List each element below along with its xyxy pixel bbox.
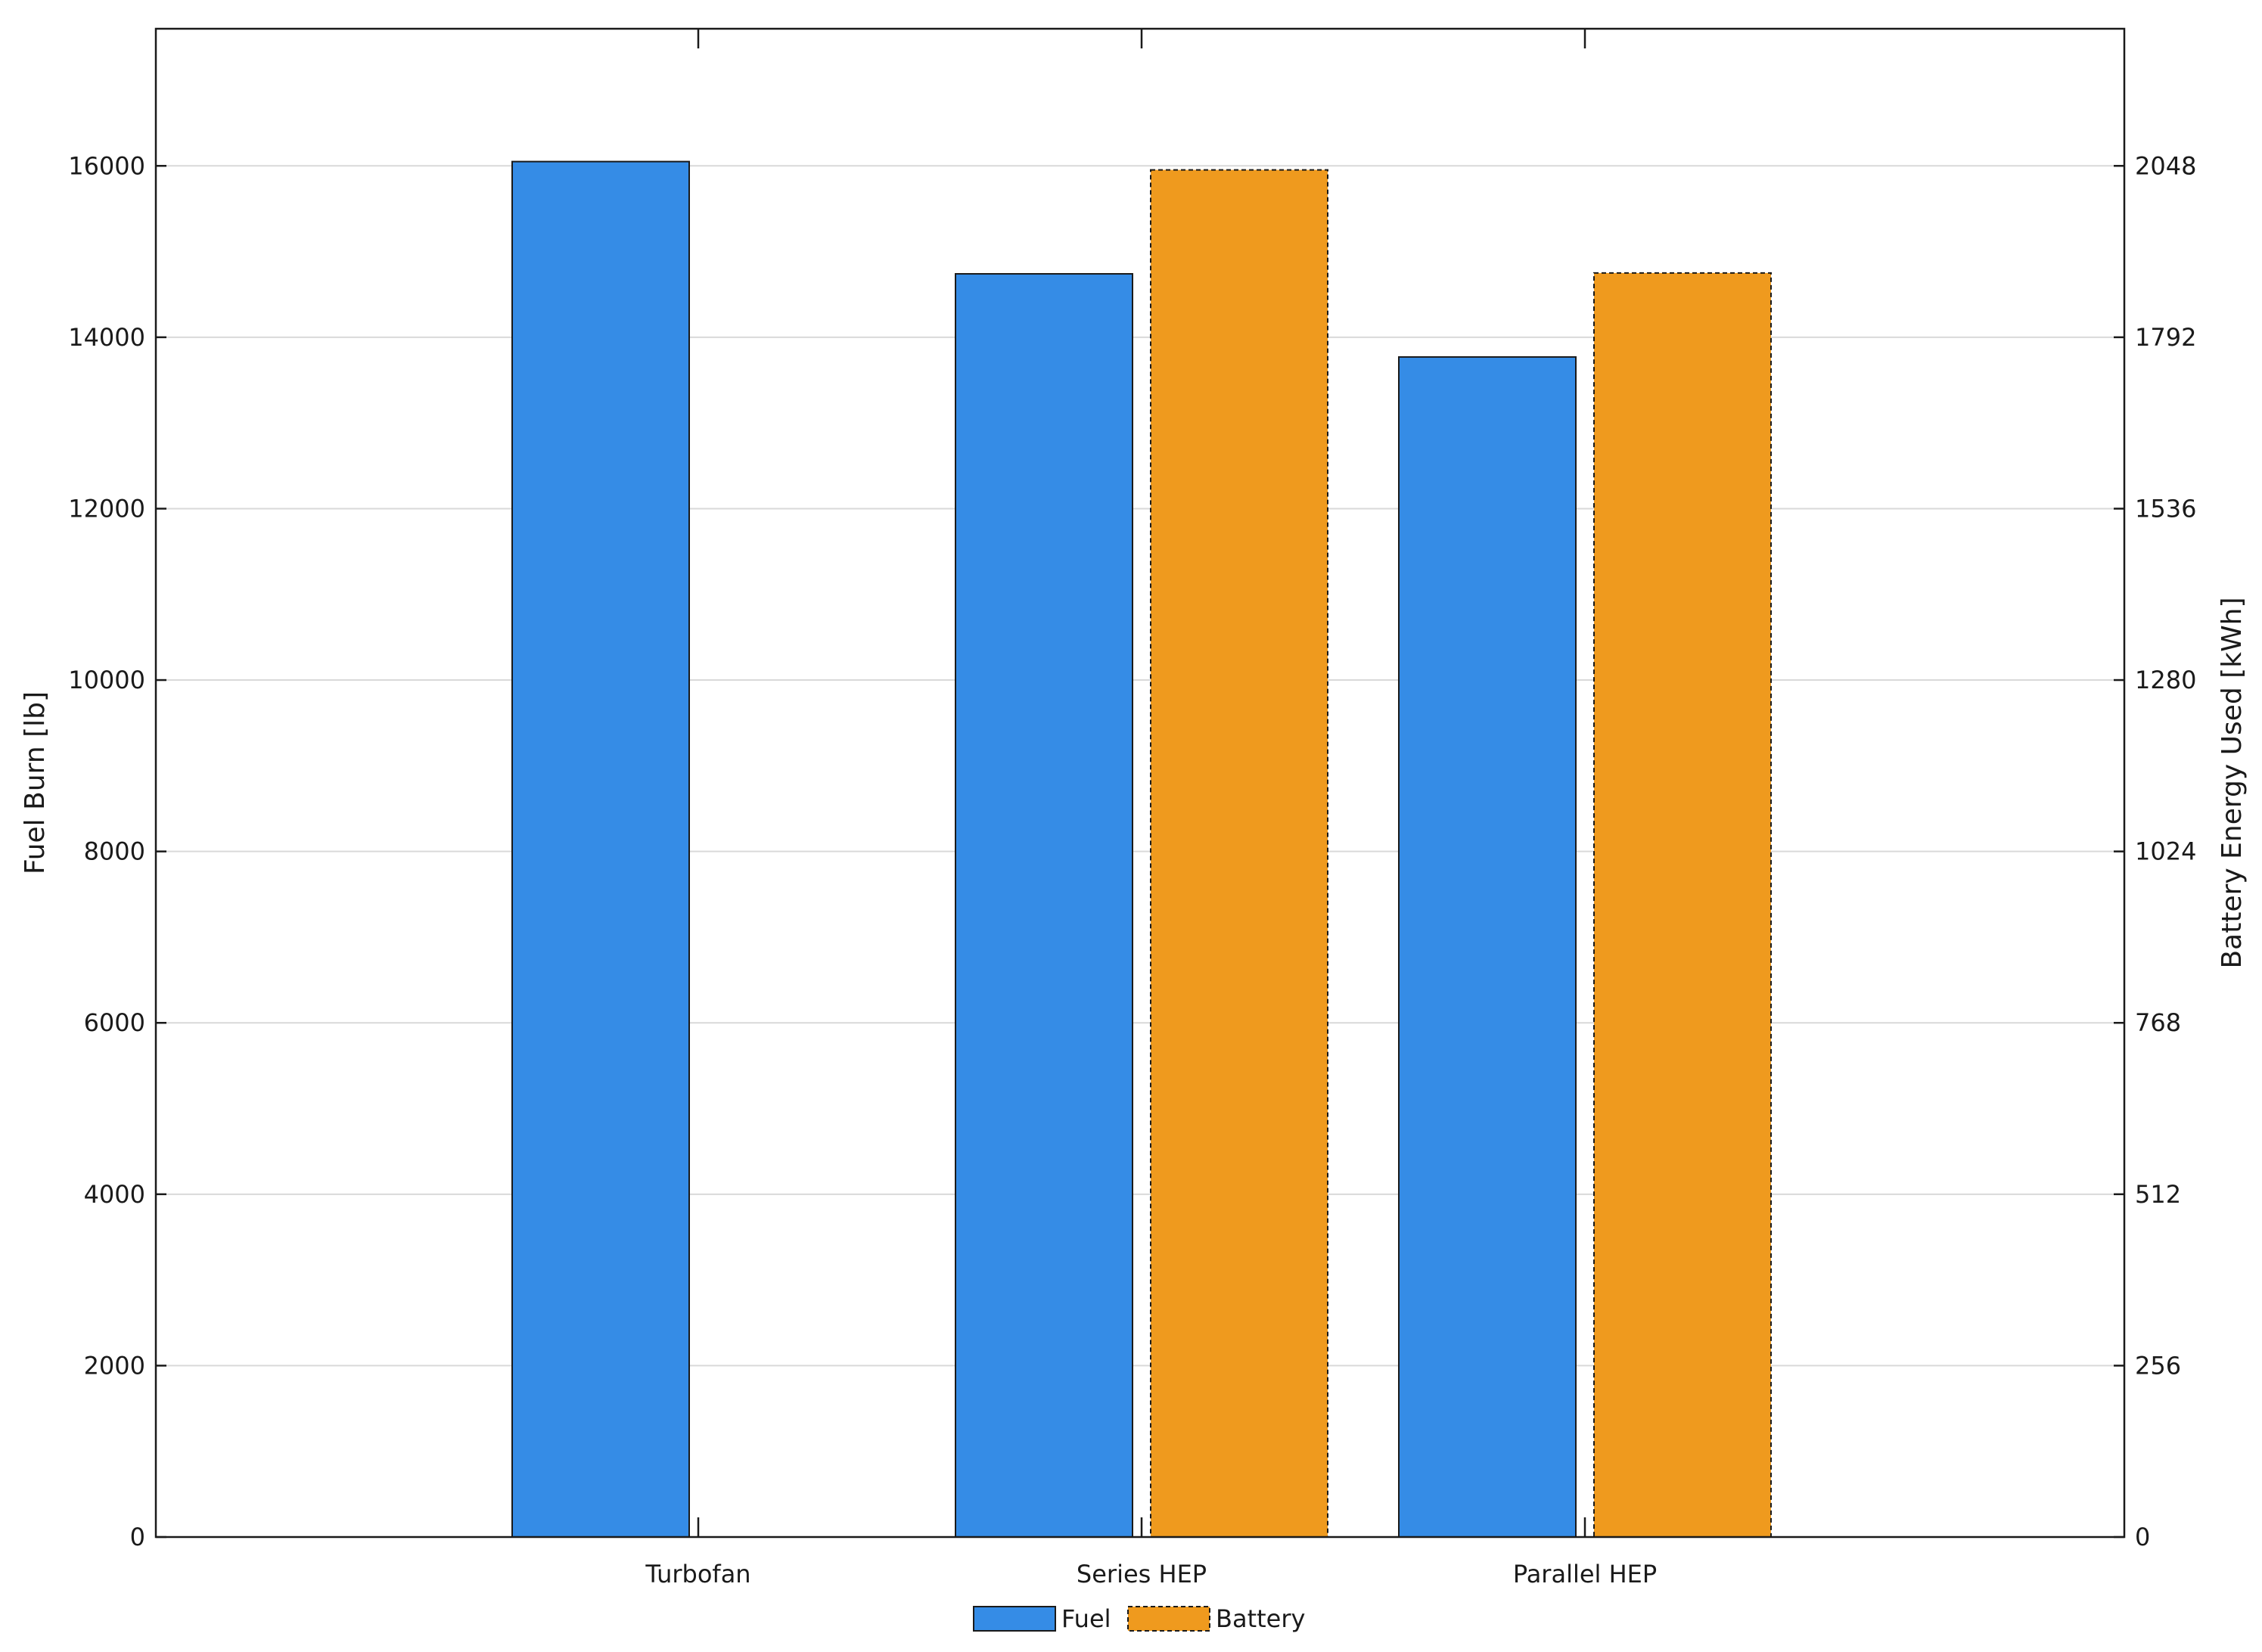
left-axis-title: Fuel Burn [lb] [20, 691, 51, 874]
left-axis-tick-labels: 0 2000 4000 6000 8000 10000 12000 14000 16000 [68, 151, 145, 1551]
right-axis-tick-label: 1536 [2135, 494, 2196, 523]
gridlines [156, 165, 2124, 1367]
left-axis-tick-label: 8000 [84, 837, 145, 866]
category-labels: Turbofan Series HEP Parallel HEP [645, 1560, 1657, 1588]
fuel-bar [955, 273, 1133, 1538]
left-axis-tick-label: 14000 [68, 323, 145, 352]
left-axis-tick-label: 2000 [84, 1351, 145, 1380]
legend: Fuel Battery [973, 1604, 1305, 1633]
fuel-bar [1398, 356, 1577, 1538]
category-label: Series HEP [1077, 1560, 1207, 1588]
left-axis-tick-label: 12000 [68, 494, 145, 523]
fuel-bar [511, 160, 690, 1539]
battery-bar [1150, 169, 1328, 1538]
left-axis-tick-label: 0 [130, 1523, 145, 1551]
left-axis-tick-label: 10000 [68, 666, 145, 694]
left-axis-tick-label: 6000 [84, 1008, 145, 1037]
bars [511, 160, 1772, 1539]
left-axis-tick-label: 16000 [68, 151, 145, 180]
legend-label-fuel: Fuel [1061, 1604, 1111, 1633]
right-axis-tick-label: 768 [2135, 1008, 2181, 1037]
right-axis-tick-label: 256 [2135, 1351, 2181, 1380]
plot-frame [154, 27, 2126, 1539]
battery-bar [1593, 272, 1772, 1538]
right-axis-tick-label: 0 [2135, 1523, 2150, 1551]
right-axis-tick-label: 1280 [2135, 666, 2196, 694]
category-label: Turbofan [645, 1560, 750, 1588]
legend-swatch-battery [1127, 1606, 1210, 1632]
left-axis-tick-label: 4000 [84, 1180, 145, 1209]
right-axis-title: Battery Energy Used [kWh] [2217, 597, 2248, 968]
legend-swatch-fuel [973, 1606, 1056, 1632]
right-axis-tick-label: 1792 [2135, 323, 2196, 352]
category-label: Parallel HEP [1513, 1560, 1657, 1588]
axis-ticks [156, 29, 2124, 1539]
right-axis-tick-label: 512 [2135, 1180, 2181, 1209]
right-axis-tick-label: 2048 [2135, 151, 2196, 180]
right-axis-tick-label: 1024 [2135, 837, 2196, 866]
right-axis-tick-labels: 0 256 512 768 1024 1280 1536 1792 2048 [2135, 151, 2196, 1551]
legend-label-battery: Battery [1216, 1604, 1305, 1633]
